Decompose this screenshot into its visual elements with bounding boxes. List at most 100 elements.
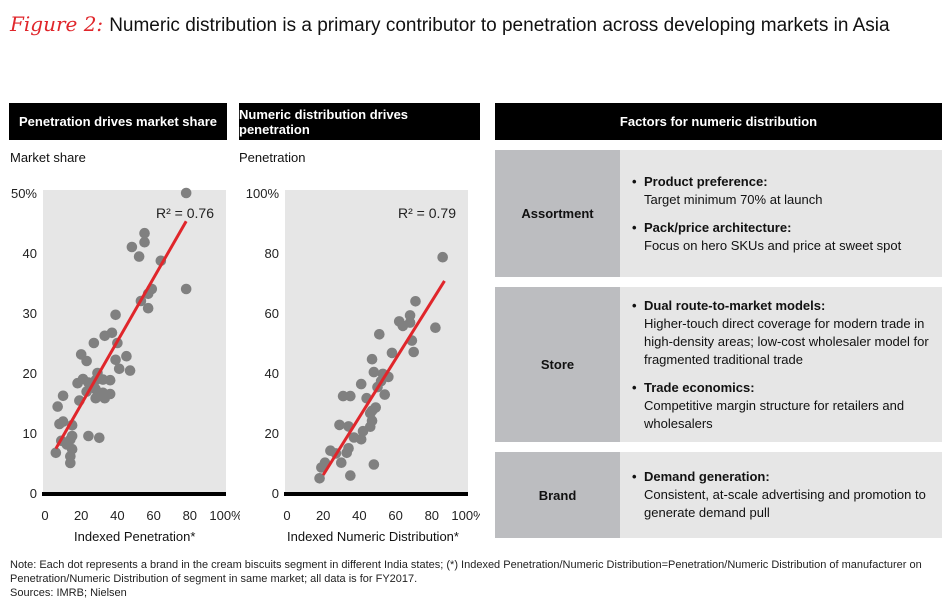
y-tick-label: 0: [30, 486, 37, 501]
figure-title: Figure 2: Numeric distribution is a prima…: [10, 12, 890, 37]
bullet-icon: •: [632, 469, 637, 484]
x-tick-label: 100%: [451, 508, 480, 523]
data-point: [90, 392, 101, 404]
chart2-title: Numeric distribution drives penetration: [239, 103, 480, 140]
bullet-icon: •: [632, 297, 637, 313]
chart1-y-label: Market share: [10, 150, 86, 165]
y-tick-label: 20: [265, 426, 279, 441]
data-point: [355, 378, 367, 390]
y-tick-label: 30: [23, 306, 37, 321]
x-tick-label: 60: [388, 508, 402, 523]
data-point: [314, 473, 325, 484]
factor-heading: Dual route-to-market models:: [644, 297, 826, 313]
data-point: [408, 346, 419, 358]
factor-text: Higher-touch direct coverage for modern …: [644, 315, 929, 367]
data-point: [345, 470, 356, 481]
footnote-sources: Sources: IMRB; Nielsen: [10, 587, 127, 599]
data-point: [81, 355, 92, 367]
data-point: [357, 425, 369, 437]
chart2-plot: 0 20 40 60 80 100% 0 20 40 60 80 100% R² = 0.79: [246, 186, 480, 523]
x-tick-label: 80: [183, 508, 197, 523]
data-point: [386, 347, 398, 359]
y-tick-label: 80: [265, 246, 279, 261]
data-point: [430, 322, 441, 333]
plot-background: [285, 190, 468, 493]
y-tick-label: 100%: [246, 186, 280, 201]
data-point: [99, 330, 111, 342]
data-point: [397, 320, 409, 332]
data-point: [180, 187, 192, 199]
data-point: [57, 416, 69, 427]
factor-heading: Pack/price architecture:: [644, 219, 792, 235]
data-point: [65, 457, 76, 469]
data-point: [83, 430, 94, 442]
data-point: [368, 459, 380, 470]
y-tick-label: 0: [272, 486, 279, 501]
figure-title-text: Numeric distribution is a primary contri…: [109, 15, 890, 36]
y-tick-label: 60: [265, 306, 279, 321]
factor-row-store: Store • Dual route-to-market models: Highe…: [495, 287, 942, 442]
x-tick-label: 0: [41, 508, 48, 523]
data-point: [337, 390, 349, 402]
data-point: [374, 329, 385, 340]
factor-heading: Trade economics:: [644, 379, 755, 395]
data-point: [379, 389, 391, 400]
chart1-x-label: Indexed Penetration*: [74, 529, 196, 544]
y-tick-label: 50%: [11, 186, 37, 201]
y-tick-label: 20: [23, 366, 37, 381]
factor-row-assortment: Assortment • Product preference: Target mi…: [495, 150, 942, 277]
data-point: [104, 374, 116, 386]
factor-item: • Product preference: Target minimum 70% a…: [632, 173, 930, 209]
factor-label: Brand: [495, 452, 620, 538]
data-point: [355, 434, 367, 445]
footnote-note: Note: Each dot represents a brand in the…: [10, 559, 922, 585]
factor-text: Target minimum 70% at launch: [644, 191, 823, 207]
factor-item: • Pack/price architecture: Focus on hero S…: [632, 219, 930, 255]
x-tick-label: 40: [352, 508, 366, 523]
data-point: [99, 392, 111, 404]
data-point: [88, 337, 100, 349]
data-point: [113, 363, 125, 375]
data-point: [121, 350, 132, 362]
y-tick-label: 40: [265, 366, 279, 381]
trendline: [321, 280, 446, 476]
data-point: [57, 390, 69, 402]
r-squared-annotation: R² = 0.79: [398, 205, 456, 221]
trendline: [54, 220, 188, 450]
data-point: [410, 296, 421, 307]
bullet-icon: •: [632, 173, 637, 189]
factor-item: • Trade economics: Competitive margin stru…: [632, 379, 930, 433]
data-point: [316, 462, 327, 473]
factor-item: • Demand generation: Consistent, at-scale …: [632, 468, 930, 522]
data-point: [334, 419, 345, 431]
data-point: [139, 227, 150, 239]
factor-row-brand: Brand • Demand generation: Consistent, at-…: [495, 452, 942, 538]
chart2-x-label: Indexed Numeric Distribution*: [287, 529, 459, 544]
data-point: [345, 390, 356, 402]
factor-label: Assortment: [495, 150, 620, 277]
data-point: [124, 365, 136, 376]
factor-text: Consistent, at-scale advertising and pro…: [644, 487, 926, 520]
chart1-plot: 0 10 20 30 40 50% 0 20 40 60 80 100% R² = 0.76: [11, 186, 240, 523]
factor-item: • Dual route-to-market models: Higher-touc…: [632, 297, 930, 369]
data-point: [336, 457, 347, 469]
factor-text: Competitive margin structure for retaile…: [644, 397, 905, 431]
y-tick-label: 40: [23, 246, 37, 261]
bullet-icon: •: [632, 219, 637, 235]
factor-heading: Product preference:: [644, 173, 768, 189]
data-point: [341, 447, 353, 459]
data-point: [52, 401, 63, 412]
data-point: [110, 309, 121, 321]
x-tick-label: 20: [74, 508, 88, 523]
data-point: [139, 236, 150, 248]
x-tick-label: 100%: [209, 508, 240, 523]
factor-text: Focus on hero SKUs and price at sweet sp…: [644, 237, 902, 253]
data-point: [180, 283, 192, 295]
chart2-y-label: Penetration: [239, 150, 306, 165]
data-point: [50, 447, 62, 459]
bullet-icon: •: [632, 379, 637, 395]
x-tick-label: 80: [425, 508, 439, 523]
figure-label: Figure 2:: [10, 12, 104, 36]
x-tick-label: 20: [316, 508, 330, 523]
